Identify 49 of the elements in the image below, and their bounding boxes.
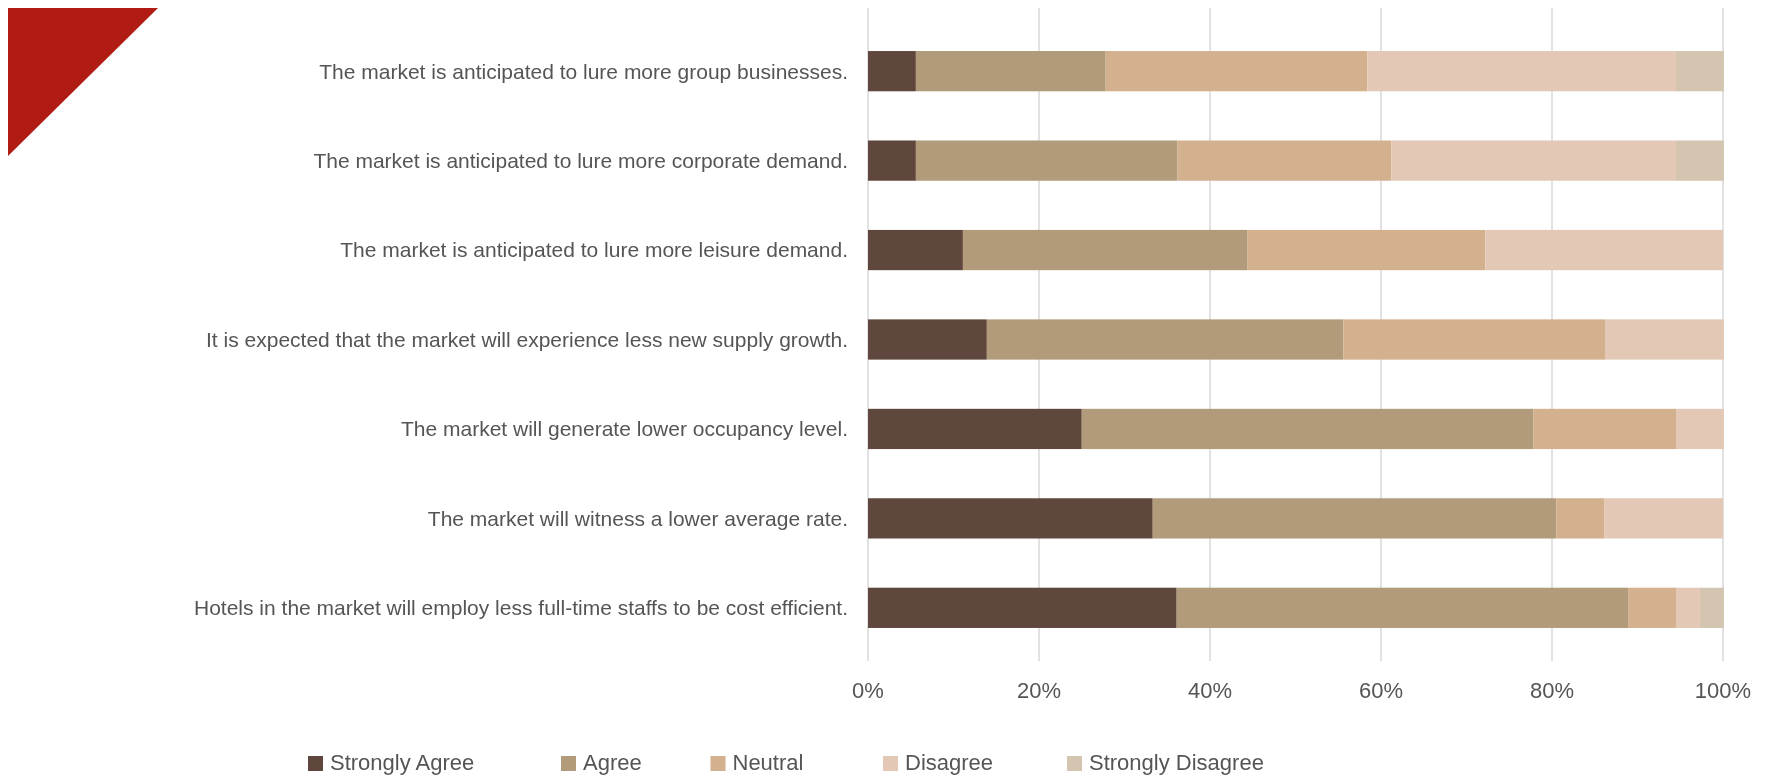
bar [868,408,1082,450]
bar [868,587,1177,628]
bar [1105,51,1368,92]
x-tick-label: 20% [1016,678,1062,703]
bar [1675,408,1724,450]
x-tick-label: 80% [1529,678,1575,703]
bar [1176,587,1629,628]
x-tick-label: 40% [1187,678,1233,703]
bar [1485,229,1723,271]
bar [868,51,916,92]
legend-label: Disagree [905,750,994,775]
bar [1343,319,1606,360]
bar [1152,498,1557,539]
legend-label: Strongly Agree [330,750,475,775]
bar [1675,587,1700,628]
bar [1699,587,1724,628]
y-tick-label: It is expected that the market will experience less new supply growth. [206,327,848,351]
legend-label: Strongly Disagree [1089,750,1264,775]
bar [1675,140,1724,181]
bar [1556,498,1605,539]
x-tick-label: 60% [1358,678,1404,703]
bar [868,140,916,181]
y-tick-label: The market will generate lower occupancy level. [400,417,848,441]
bar [1628,587,1676,628]
x-tick-label: 100% [1694,678,1752,703]
bar [962,229,1248,271]
bar [1367,51,1676,92]
y-tick-label: The market will witness a lower average rate. [427,506,848,530]
bar [1604,498,1724,539]
legend-label: Agree [583,750,642,775]
y-tick-label: Hotels in the market will employ less full-time staffs to be cost efficient. [194,596,848,620]
bar [1533,408,1676,450]
bar [1081,408,1534,450]
bar [1247,229,1486,271]
bar [1177,140,1392,181]
y-tick-label: The market is anticipated to lure more group businesses. [319,59,848,83]
bar [1605,319,1724,360]
bar [915,51,1106,92]
bar [1675,51,1724,92]
y-tick-label: The market is anticipated to lure more corporate demand. [313,148,848,172]
bar [1391,140,1676,181]
bar [915,140,1178,181]
bar [868,498,1153,539]
bar [868,229,963,271]
bar [868,319,987,360]
bar [986,319,1344,360]
y-tick-label: The market is anticipated to lure more leisure demand. [340,238,848,262]
x-tick-label: 0% [852,678,884,703]
legend-label: Neutral [732,750,804,775]
